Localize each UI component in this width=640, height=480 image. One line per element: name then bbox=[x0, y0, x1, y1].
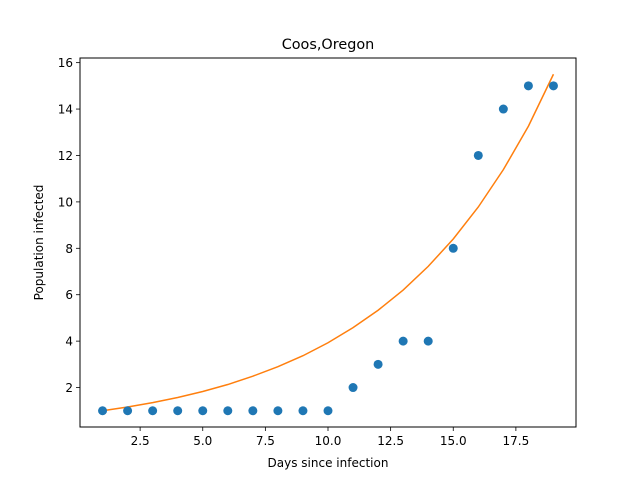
data-point bbox=[273, 406, 283, 416]
data-point bbox=[148, 406, 158, 416]
data-point bbox=[498, 104, 508, 114]
x-tick-label: 5.0 bbox=[193, 434, 212, 448]
y-tick-label: 6 bbox=[65, 288, 73, 302]
data-point bbox=[248, 406, 258, 416]
y-tick-label: 2 bbox=[65, 381, 73, 395]
y-tick-label: 16 bbox=[58, 56, 73, 70]
data-point bbox=[448, 243, 458, 253]
data-point bbox=[398, 336, 408, 346]
y-axis: 2 4 6 8 10 12 14 16 bbox=[58, 56, 80, 395]
data-point bbox=[423, 336, 433, 346]
data-point bbox=[323, 406, 333, 416]
chart-title: Coos,Oregon bbox=[282, 37, 375, 53]
x-tick-label: 2.5 bbox=[131, 434, 150, 448]
data-point bbox=[123, 406, 133, 416]
data-point bbox=[98, 406, 108, 416]
data-point bbox=[198, 406, 208, 416]
data-point bbox=[473, 150, 483, 160]
data-point bbox=[298, 406, 308, 416]
data-point bbox=[223, 406, 233, 416]
y-tick-label: 8 bbox=[65, 242, 73, 256]
x-tick-label: 7.5 bbox=[256, 434, 275, 448]
x-axis-label: Days since infection bbox=[268, 456, 389, 470]
x-axis: 2.5 5.0 7.5 10.0 12.5 15.0 17.5 bbox=[131, 427, 530, 448]
y-tick-label: 4 bbox=[65, 335, 73, 349]
x-tick-label: 10.0 bbox=[315, 434, 342, 448]
y-tick-label: 10 bbox=[58, 195, 73, 209]
x-tick-label: 12.5 bbox=[377, 434, 404, 448]
data-point bbox=[548, 81, 558, 91]
data-point bbox=[173, 406, 183, 416]
fit-line bbox=[102, 73, 555, 412]
x-tick-label: 17.5 bbox=[503, 434, 530, 448]
y-tick-label: 12 bbox=[58, 149, 73, 163]
data-point bbox=[373, 359, 383, 369]
plot-area bbox=[98, 73, 558, 416]
x-tick-label: 15.0 bbox=[440, 434, 467, 448]
y-tick-label: 14 bbox=[58, 103, 73, 117]
data-point bbox=[348, 383, 358, 393]
data-point bbox=[523, 81, 533, 91]
y-axis-label: Population infected bbox=[32, 185, 46, 301]
